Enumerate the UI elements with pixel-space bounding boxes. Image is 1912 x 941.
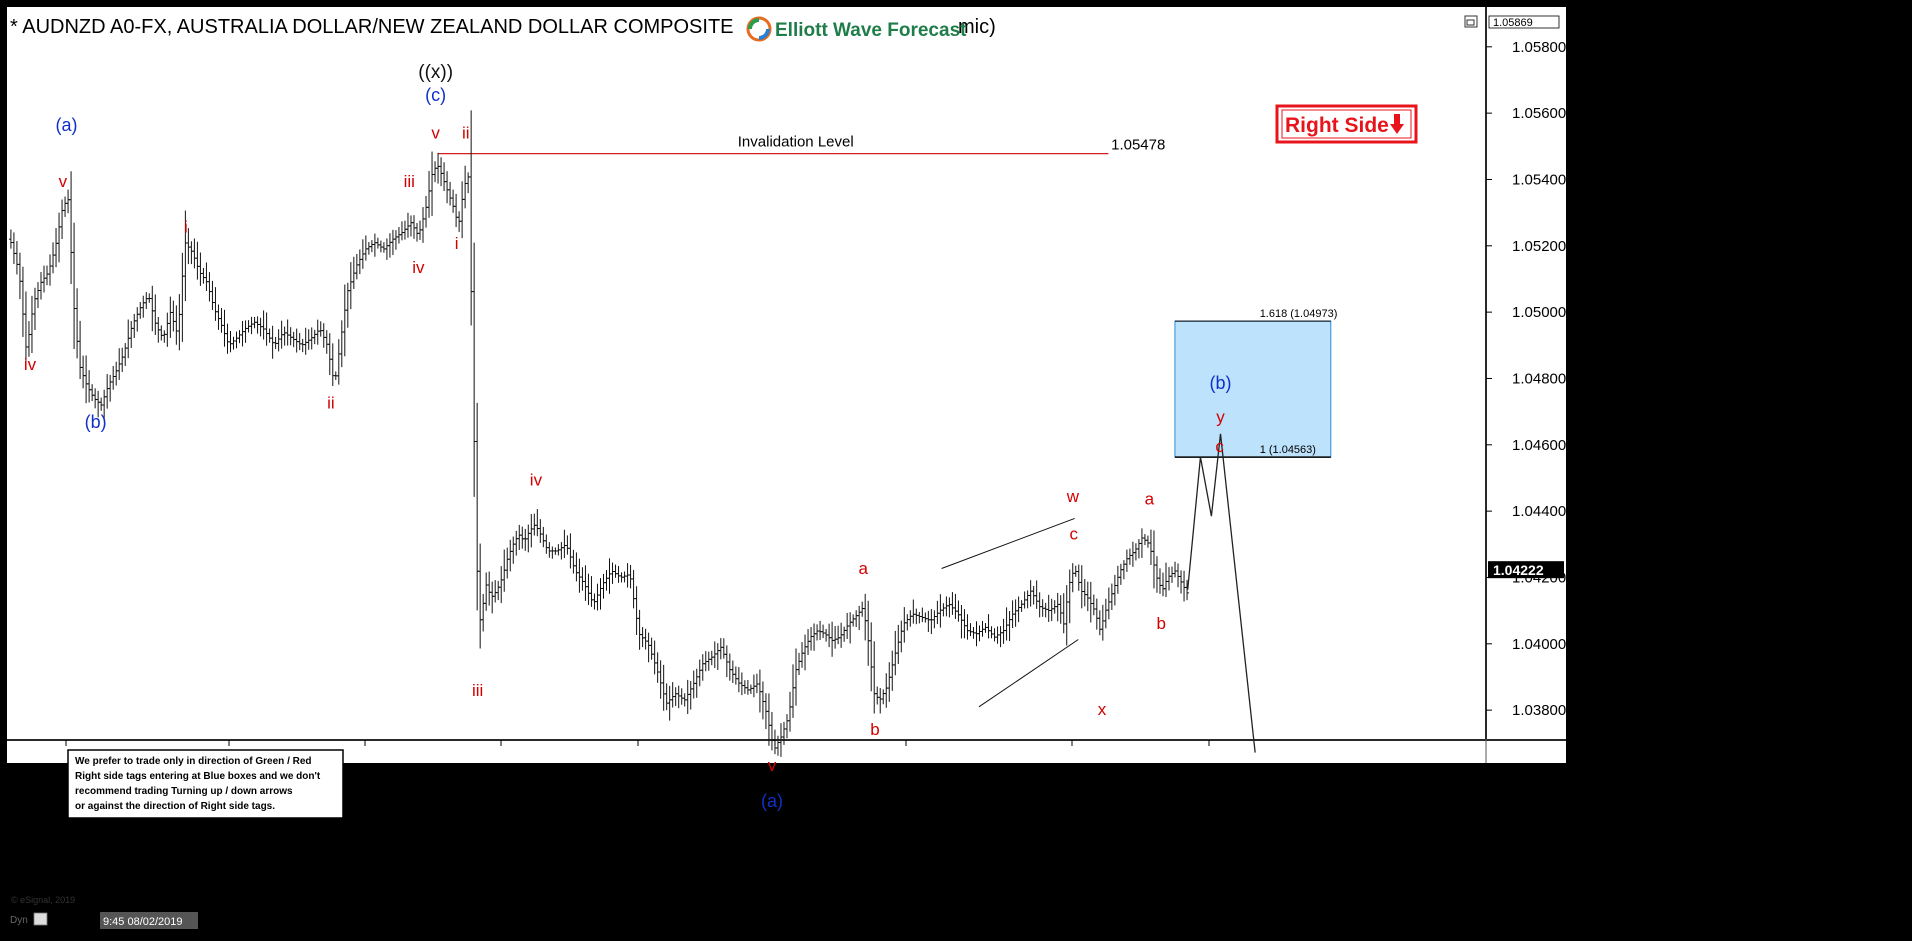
wave-label: y xyxy=(1216,407,1225,426)
time-tick-label: 14 xyxy=(630,912,647,929)
down-arrow-icon xyxy=(1390,114,1404,134)
chart-title-tail: mic) xyxy=(958,16,996,38)
time-tick-label: 11 xyxy=(221,912,237,929)
time-tick-label: 12 xyxy=(357,912,374,929)
fib-lower-label: 1 (1.04563) xyxy=(1260,444,1316,456)
price-tick-label: 1.04600 xyxy=(1512,437,1566,454)
invalidation-value: 1.05478 xyxy=(1111,137,1165,154)
triangle-trendline xyxy=(978,639,1079,708)
wave-label: i xyxy=(184,218,188,237)
price-tick-label: 1.03800 xyxy=(1512,702,1566,719)
wave-label: iv xyxy=(412,258,425,277)
elliott-wave-forecast-logo: Elliott Wave Forecast xyxy=(744,16,967,42)
price-ticks: 1.05800 1.05600 1.05400 1.05200 1.05000 1.048… xyxy=(1486,39,1566,918)
price-tick-label: 1.03400 xyxy=(1512,835,1566,852)
updated-timestamp: EWF Group 2 New York Updated 2.20.2019 1… xyxy=(1281,877,1775,899)
price-tick-label: 1.05600 xyxy=(1512,105,1566,122)
last-price-tag: 1.04222 xyxy=(1488,561,1564,579)
note-line-2: Right side tags entering at Blue boxes a… xyxy=(75,771,321,782)
time-tick-label: 08 xyxy=(58,912,75,929)
price-tick-label: 1.05400 xyxy=(1512,171,1566,188)
wave-label: (a) xyxy=(761,791,783,811)
price-tick-label: 1.05200 xyxy=(1512,238,1566,255)
svg-text:1.05869: 1.05869 xyxy=(1493,17,1533,29)
svg-text:1.04222: 1.04222 xyxy=(1493,562,1544,578)
price-tick-label: 1.04000 xyxy=(1512,636,1566,653)
wave-label: ii xyxy=(327,393,335,412)
wave-label: x xyxy=(1098,700,1107,719)
wave-label: (a) xyxy=(56,115,78,135)
top-price-tag: 1.05869 xyxy=(1488,15,1560,29)
fib-upper-label: 1.618 (1.04973) xyxy=(1260,308,1338,320)
wave-label: ((x)) xyxy=(418,62,453,83)
price-bars xyxy=(8,110,1190,757)
copyright: © eSignal, 2019 xyxy=(11,895,75,905)
wave-label: iii xyxy=(404,172,415,191)
logo-text: Elliott Wave Forecast xyxy=(775,20,967,41)
trendlines xyxy=(941,517,1079,708)
wave-label: v xyxy=(431,124,440,143)
right-side-tag: Right Side xyxy=(1275,104,1418,144)
svg-text:9:45 08/02/2019: 9:45 08/02/2019 xyxy=(103,916,183,928)
wave-label: v xyxy=(768,756,777,775)
price-tick-label: 1.05800 xyxy=(1512,39,1566,56)
cursor-time-readout: 9:45 08/02/2019 xyxy=(100,912,198,929)
wave-labels: ((x))(c)v iiiiiivi(a)viiv(b)iiiviiiv(a)ab… xyxy=(24,62,1232,811)
wave-label: b xyxy=(1157,614,1166,633)
projection-line xyxy=(1187,433,1256,753)
logo-icon xyxy=(746,16,772,42)
wave-label: a xyxy=(858,559,868,578)
wave-label: (c) xyxy=(425,85,446,105)
wave-label: iii xyxy=(472,681,483,700)
trading-note: We prefer to trade only in direction of … xyxy=(67,749,344,819)
invalidation-level: Invalidation Level 1.05478 xyxy=(438,134,1165,155)
price-tick-label: 1.04400 xyxy=(1512,503,1566,520)
time-tick-label: 13 xyxy=(493,912,510,929)
price-tick-label: 1.05000 xyxy=(1512,304,1566,321)
dyn-control[interactable]: Dyn xyxy=(10,912,48,926)
time-ticks: 08 11 12 13 14 15 17 19 20 xyxy=(58,740,1218,929)
time-axis[interactable] xyxy=(7,741,1566,763)
wave-label: iv xyxy=(530,471,543,490)
time-tick-label: 19 xyxy=(1064,912,1081,929)
price-tick-label: 1.03200 xyxy=(1512,901,1566,918)
wave-label: c xyxy=(1070,524,1079,543)
triangle-trendline xyxy=(941,517,1075,569)
time-tick-label: 15 xyxy=(767,912,784,929)
wave-label: v xyxy=(59,172,68,191)
wave-label: c xyxy=(1215,437,1224,456)
price-axis[interactable] xyxy=(1487,7,1566,739)
chart-title: * AUDNZD A0-FX, AUSTRALIA DOLLAR/NEW ZEA… xyxy=(10,16,734,38)
wave-label: ii xyxy=(462,124,470,143)
time-tick-label: 17 xyxy=(898,912,915,929)
wave-label: (b) xyxy=(1210,373,1232,393)
price-tick-label: 1.03600 xyxy=(1512,768,1566,785)
fib-target-box xyxy=(1174,320,1332,458)
time-tick-label: 20 xyxy=(1201,912,1218,929)
wave-label: a xyxy=(1145,490,1155,509)
price-tick-label: 1.04800 xyxy=(1512,370,1566,387)
invalidation-label: Invalidation Level xyxy=(738,134,854,151)
wave-label: w xyxy=(1066,487,1080,506)
svg-text:Dyn: Dyn xyxy=(10,915,28,926)
wave-label: (b) xyxy=(85,412,107,432)
projection-path xyxy=(1187,433,1256,753)
note-line-4: or against the direction of Right side t… xyxy=(75,801,275,812)
wave-label: iv xyxy=(24,355,37,374)
wave-label: i xyxy=(455,234,459,253)
right-side-label: Right Side xyxy=(1285,114,1389,137)
note-line-3: recommend trading Turning up / down arro… xyxy=(75,786,293,797)
restore-window-icon[interactable] xyxy=(1464,15,1478,28)
note-line-1: We prefer to trade only in direction of … xyxy=(75,756,312,767)
wave-label: b xyxy=(870,720,879,739)
fib-box: 1.618 (1.04973) 1 (1.04563) xyxy=(1174,308,1338,458)
